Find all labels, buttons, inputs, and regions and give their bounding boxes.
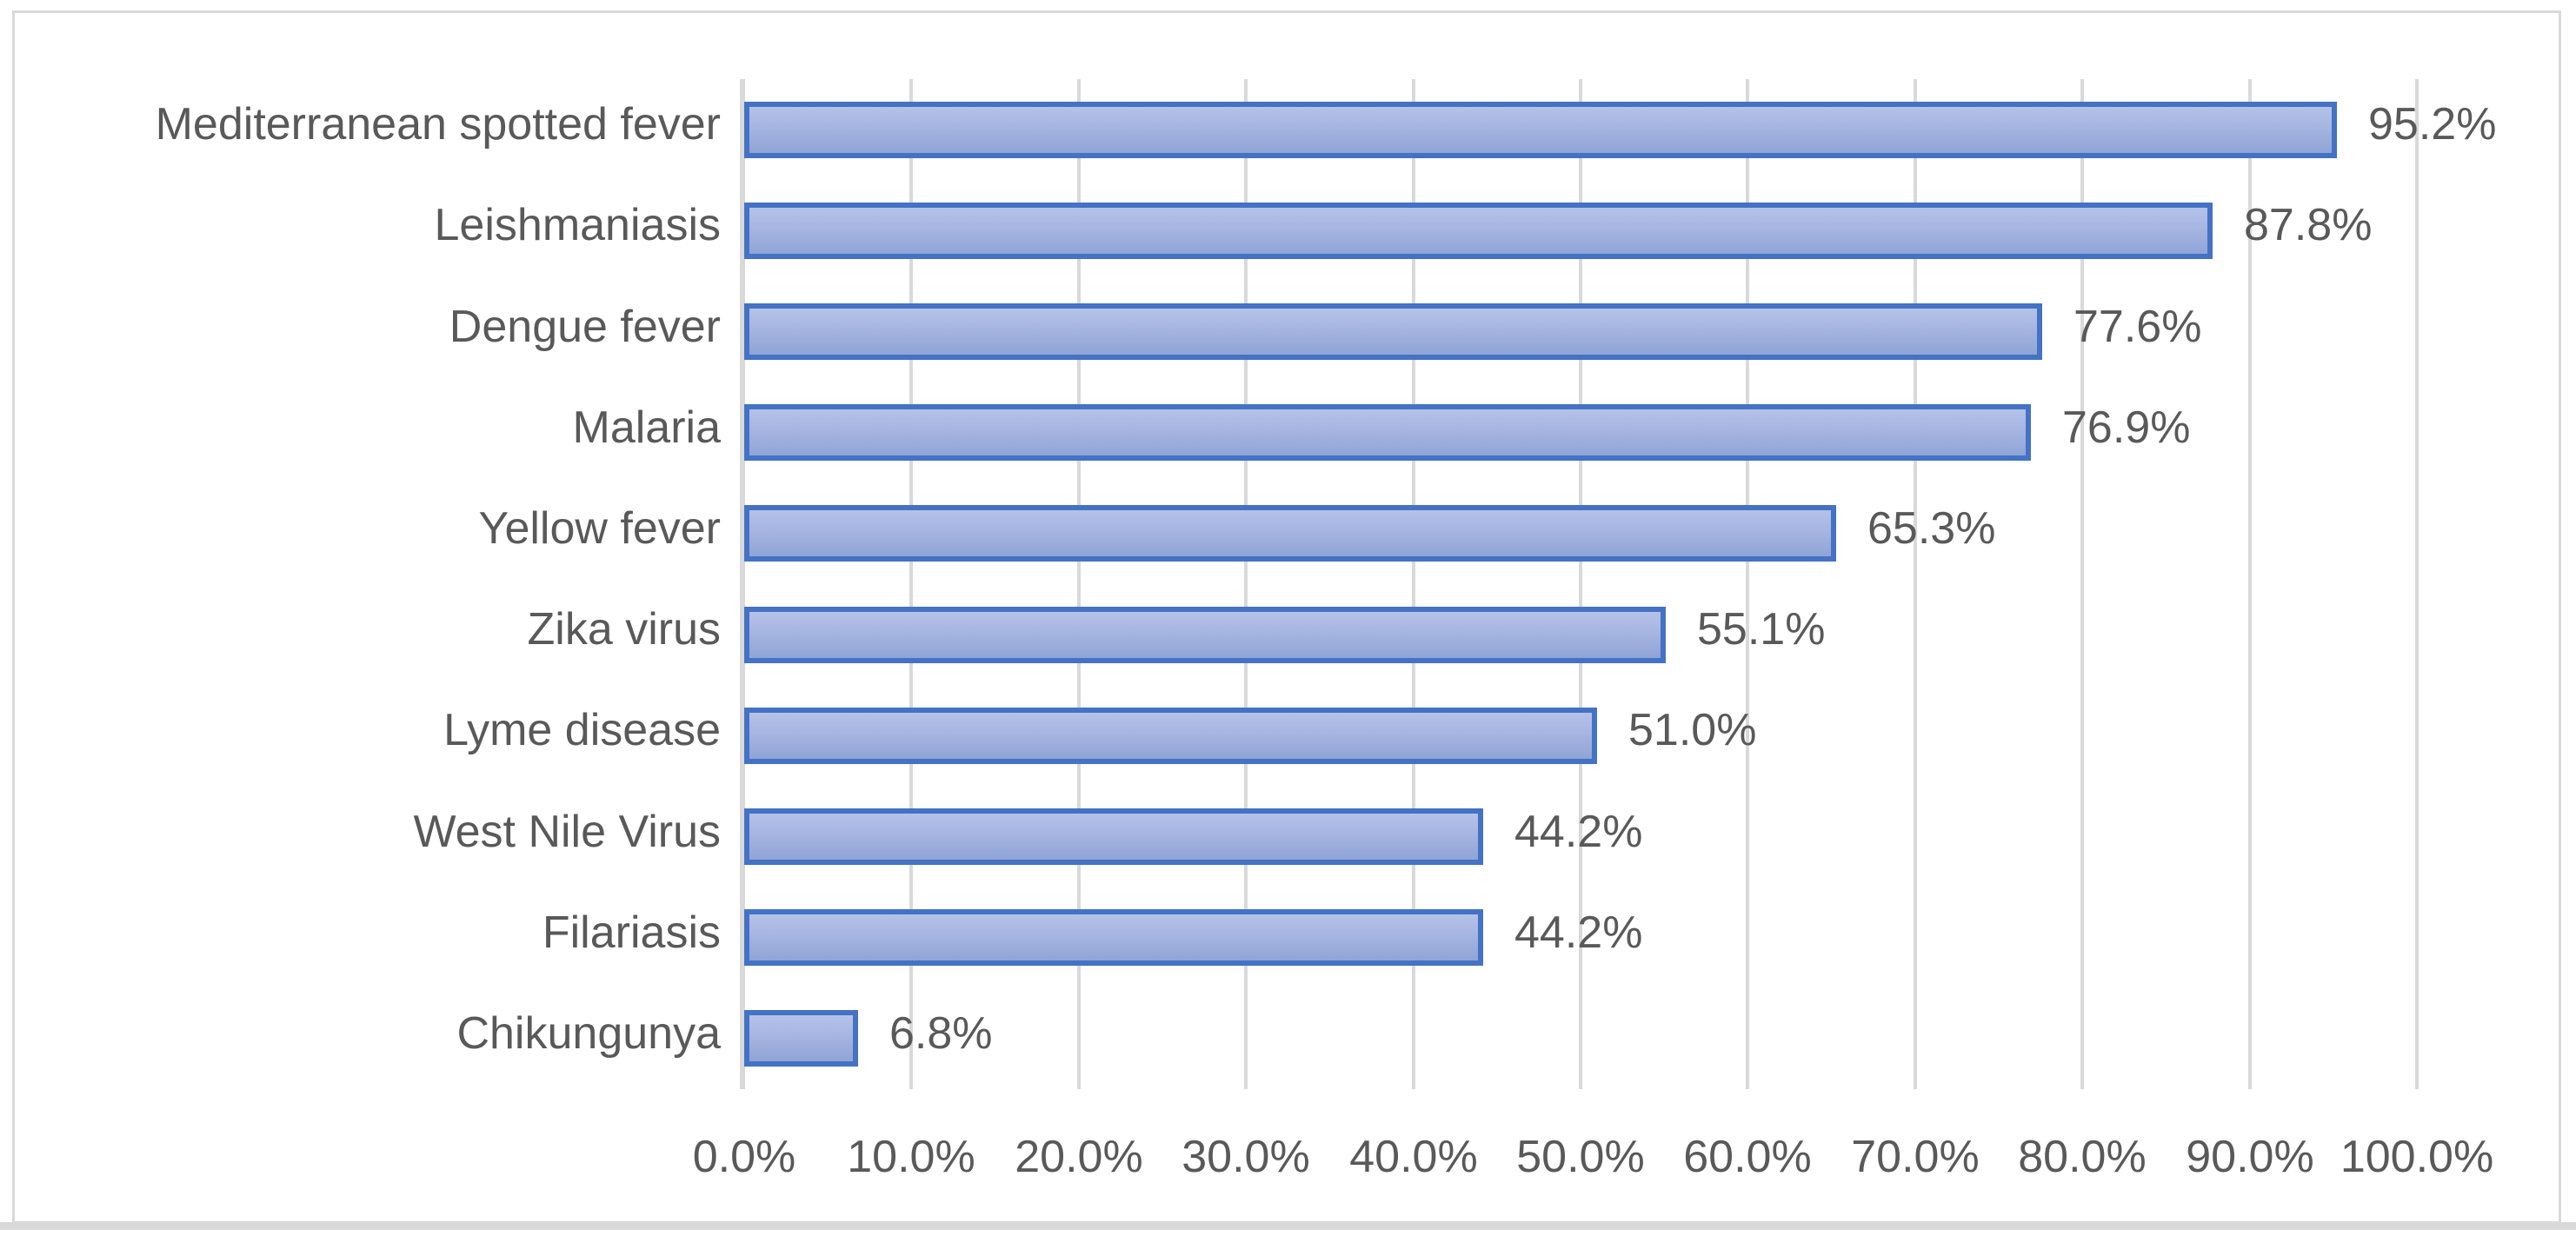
- gridline-60: [1746, 79, 1749, 1089]
- gridline-50: [1579, 79, 1582, 1089]
- value-label: 55.1%: [1697, 604, 1826, 655]
- bar-7: [744, 708, 1597, 764]
- category-label: Dengue fever: [449, 302, 721, 352]
- value-label: 65.3%: [1867, 503, 1996, 554]
- x-tick-label: 0.0%: [692, 1132, 796, 1182]
- bottom-edge-strip: [0, 1222, 2576, 1230]
- x-tick-label: 20.0%: [1015, 1132, 1143, 1182]
- value-label: 44.2%: [1514, 907, 1643, 958]
- gridline-90: [2248, 79, 2252, 1089]
- bar-9: [744, 909, 1483, 966]
- x-tick-label: 90.0%: [2186, 1132, 2314, 1182]
- x-tick-label: 30.0%: [1181, 1132, 1310, 1182]
- gridline-30: [1244, 79, 1248, 1089]
- gridline-40: [1412, 79, 1415, 1089]
- value-label: 51.0%: [1628, 705, 1757, 755]
- category-label: Filariasis: [542, 907, 721, 958]
- category-label: West Nile Virus: [413, 807, 721, 857]
- bar-2: [744, 203, 2213, 259]
- gridline-20: [1077, 79, 1081, 1089]
- value-label: 77.6%: [2073, 302, 2202, 352]
- category-label: Yellow fever: [478, 503, 721, 554]
- category-label: Lyme disease: [443, 705, 721, 755]
- bar-3: [744, 303, 2042, 360]
- x-tick-label: 100.0%: [2340, 1132, 2494, 1182]
- x-tick-label: 50.0%: [1516, 1132, 1645, 1182]
- value-label: 87.8%: [2244, 200, 2373, 250]
- x-tick-label: 80.0%: [2018, 1132, 2147, 1182]
- value-label: 95.2%: [2368, 99, 2497, 150]
- bar-5: [744, 505, 1836, 562]
- chart-frame: Mediterranean spotted fever 95.2% Leishman…: [12, 10, 2561, 1224]
- gridline-10: [909, 79, 913, 1089]
- bar-10: [744, 1010, 858, 1067]
- x-tick-label: 70.0%: [1851, 1132, 1980, 1182]
- gridline-80: [2080, 79, 2084, 1089]
- category-label: Malaria: [572, 402, 722, 453]
- x-tick-label: 10.0%: [847, 1132, 975, 1182]
- value-label: 76.9%: [2062, 402, 2191, 453]
- gridline-70: [1914, 79, 1917, 1089]
- bar-1: [744, 102, 2337, 158]
- category-label: Mediterranean spotted fever: [155, 99, 721, 150]
- y-axis-line: [740, 79, 745, 1089]
- value-label: 44.2%: [1514, 807, 1643, 857]
- x-tick-label: 60.0%: [1683, 1132, 1812, 1182]
- bar-6: [744, 607, 1666, 663]
- category-label: Leishmaniasis: [434, 200, 722, 250]
- bar-8: [744, 808, 1483, 865]
- category-label: Chikungunya: [456, 1008, 721, 1059]
- bar-4: [744, 404, 2031, 461]
- x-tick-label: 40.0%: [1349, 1132, 1478, 1182]
- value-label: 6.8%: [889, 1008, 993, 1059]
- category-label: Zika virus: [527, 604, 721, 655]
- gridline-100: [2415, 79, 2419, 1089]
